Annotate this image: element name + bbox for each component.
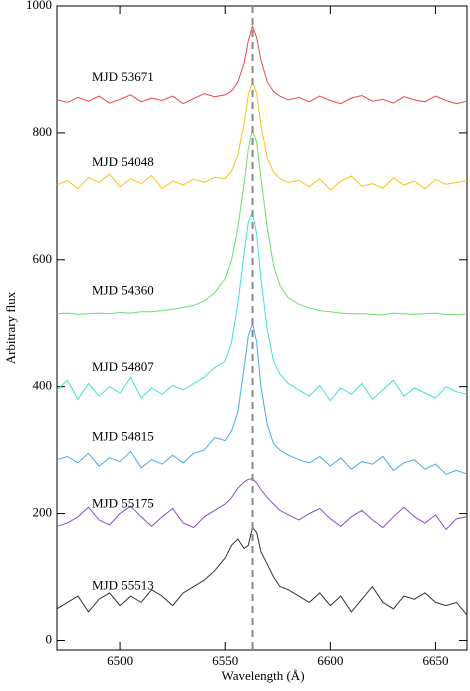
x-tick-label: 6500 xyxy=(107,653,133,668)
spectrum-line xyxy=(56,526,468,616)
spectrum-line xyxy=(56,210,468,402)
x-tick-label: 6550 xyxy=(212,653,238,668)
series-label: MJD 54807 xyxy=(92,359,154,374)
series-label: MJD 54360 xyxy=(92,283,154,298)
plot-frame xyxy=(56,5,468,651)
y-tick-label: 600 xyxy=(33,251,53,266)
series-label: MJD 54048 xyxy=(92,154,154,169)
spectrum-line xyxy=(56,321,468,475)
spectrum-line xyxy=(56,24,468,105)
y-axis-title: Arbitrary flux xyxy=(3,291,18,364)
y-tick-label: 200 xyxy=(33,505,53,520)
y-tick-label: 0 xyxy=(46,631,53,646)
y-tick-label: 400 xyxy=(33,378,53,393)
x-tick-label: 6600 xyxy=(317,653,343,668)
series-label: MJD 54815 xyxy=(92,429,154,444)
y-tick-label: 800 xyxy=(33,124,53,139)
spectrum-line xyxy=(56,80,468,191)
y-tick-label: 1000 xyxy=(26,0,52,12)
series-label: MJD 55175 xyxy=(92,495,154,510)
series-label: MJD 53671 xyxy=(92,69,154,84)
spectrum-line xyxy=(56,127,468,316)
x-tick-label: 6650 xyxy=(422,653,448,668)
x-axis-title: Wavelength (Å) xyxy=(221,668,304,683)
spectrum-line xyxy=(56,478,468,531)
series-label: MJD 55513 xyxy=(92,578,154,593)
